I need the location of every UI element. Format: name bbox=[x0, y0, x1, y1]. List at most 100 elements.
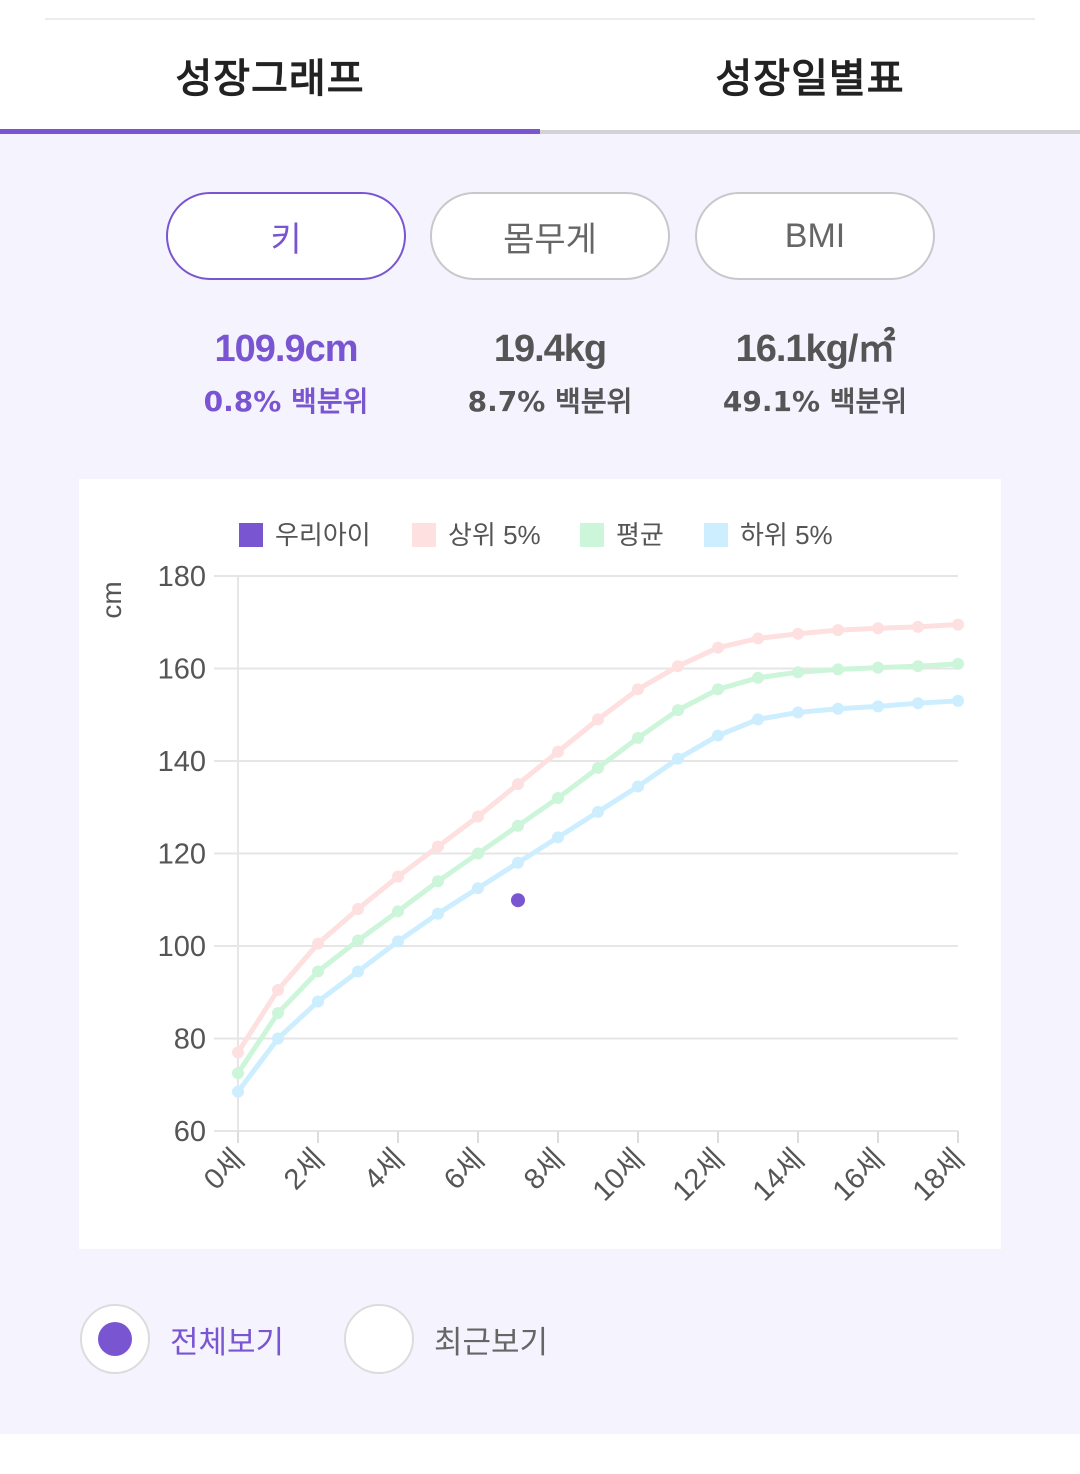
series-point bbox=[872, 622, 884, 635]
y-tick-label: 120 bbox=[158, 839, 206, 871]
series-point bbox=[952, 657, 964, 670]
series-point bbox=[792, 706, 804, 719]
series-point bbox=[232, 1067, 244, 1080]
series-point bbox=[352, 965, 364, 978]
radio-selected-dot bbox=[98, 1322, 132, 1356]
tab-growth-graph[interactable]: 성장그래프 bbox=[175, 56, 365, 102]
view-recent-radio-circle[interactable] bbox=[344, 1304, 414, 1374]
series-point bbox=[672, 704, 684, 717]
y-tick-label: 180 bbox=[158, 561, 206, 593]
series-point bbox=[272, 1007, 284, 1020]
x-tick-label: 16세 bbox=[827, 1143, 891, 1207]
x-tick-label: 12세 bbox=[667, 1143, 731, 1207]
x-tick-label: 4세 bbox=[358, 1143, 411, 1196]
series-point bbox=[832, 663, 844, 676]
series-point bbox=[832, 624, 844, 637]
view-recent-label: 최근보기 bbox=[434, 1324, 549, 1361]
tab-underline bbox=[0, 130, 1080, 134]
height-percentile: 0.8% 백분위 bbox=[203, 385, 369, 418]
y-tick-label: 80 bbox=[174, 1024, 206, 1056]
series-point bbox=[832, 702, 844, 715]
legend-swatch bbox=[704, 523, 728, 547]
weight-button[interactable]: 몸무게 bbox=[430, 192, 670, 280]
series-point bbox=[752, 713, 764, 726]
weight-percentile: 8.7% 백분위 bbox=[467, 385, 633, 418]
series-point bbox=[912, 620, 924, 633]
x-tick-label: 18세 bbox=[907, 1143, 971, 1207]
series-point bbox=[592, 761, 604, 774]
series-point bbox=[392, 905, 404, 918]
view-all-radio[interactable]: 전체보기 bbox=[80, 1304, 284, 1374]
tab-active-indicator bbox=[0, 129, 540, 135]
x-tick-label: 0세 bbox=[198, 1143, 251, 1196]
bottom-area bbox=[0, 1434, 1080, 1474]
series-point bbox=[432, 840, 444, 853]
series-point bbox=[312, 937, 324, 950]
series-point bbox=[392, 935, 404, 948]
series-point bbox=[472, 810, 484, 823]
view-recent-radio[interactable]: 최근보기 bbox=[344, 1304, 548, 1374]
x-tick-label: 6세 bbox=[438, 1143, 491, 1196]
series-point bbox=[552, 792, 564, 804]
y-tick-label: 140 bbox=[158, 746, 206, 778]
x-tick-label: 8세 bbox=[518, 1143, 571, 1196]
growth-content: 키 몸무게 BMI 109.9cm 0.8% 백분위 19.4kg 8.7% 백… bbox=[0, 134, 1080, 1434]
x-tick-label: 10세 bbox=[587, 1143, 651, 1207]
growth-chart: 60 80 100 120 140 160 180 cm 0세 2세 4세 6세 8세 10세 12세 14세… bbox=[96, 520, 971, 1208]
series-point bbox=[632, 731, 644, 744]
series-point bbox=[952, 694, 964, 707]
bmi-stat: 16.1kg/㎡ 49.1% 백분위 bbox=[665, 324, 965, 422]
height-button[interactable]: 키 bbox=[166, 192, 406, 280]
series-point bbox=[512, 819, 524, 832]
series-point bbox=[472, 882, 484, 895]
view-all-label: 전체보기 bbox=[170, 1324, 285, 1361]
series-point bbox=[952, 618, 964, 631]
series-point bbox=[592, 713, 604, 726]
legend-swatch bbox=[412, 523, 436, 547]
series-point bbox=[752, 632, 764, 645]
bmi-value: 16.1kg/㎡ bbox=[735, 328, 896, 370]
series-point bbox=[312, 995, 324, 1008]
series-point bbox=[712, 729, 724, 742]
series-point bbox=[392, 870, 404, 883]
series-point bbox=[672, 660, 684, 673]
series-point bbox=[472, 847, 484, 860]
series-point bbox=[552, 831, 564, 844]
tab-growth-daily-table[interactable]: 성장일별표 bbox=[715, 56, 905, 102]
x-tick-label: 14세 bbox=[747, 1143, 811, 1207]
series-point bbox=[792, 627, 804, 640]
growth-chart-card: 60 80 100 120 140 160 180 cm 0세 2세 4세 6세 8세 10세 12세 14세… bbox=[79, 479, 1001, 1249]
series-point bbox=[272, 983, 284, 996]
series-point bbox=[512, 778, 524, 791]
top-divider bbox=[45, 18, 1035, 20]
series-point bbox=[552, 745, 564, 758]
series-line bbox=[235, 622, 959, 1054]
series-point bbox=[432, 907, 444, 920]
bmi-button[interactable]: BMI bbox=[695, 192, 935, 280]
series-point bbox=[752, 671, 764, 684]
legend-label: 하위 5% bbox=[740, 520, 833, 550]
series-point bbox=[912, 660, 924, 673]
legend-swatch bbox=[580, 523, 604, 547]
weight-value: 19.4kg bbox=[493, 328, 607, 370]
y-tick-label: 100 bbox=[158, 931, 206, 963]
bmi-percentile: 49.1% 백분위 bbox=[722, 385, 908, 418]
y-tick-label: 160 bbox=[158, 654, 206, 686]
series-point bbox=[352, 903, 364, 915]
series-point bbox=[712, 683, 724, 696]
series-point bbox=[272, 1032, 284, 1045]
view-all-radio-circle[interactable] bbox=[80, 1304, 150, 1374]
series-point bbox=[912, 697, 924, 710]
series-point bbox=[232, 1046, 244, 1059]
legend-swatch bbox=[239, 523, 263, 547]
y-axis-label: cm bbox=[96, 581, 127, 618]
weight-stat: 19.4kg 8.7% 백분위 bbox=[400, 324, 700, 422]
series-line bbox=[236, 698, 959, 1094]
legend-label: 우리아이 bbox=[275, 520, 371, 550]
y-tick-label: 60 bbox=[174, 1116, 206, 1148]
series-point bbox=[792, 666, 804, 679]
series-point bbox=[872, 661, 884, 674]
legend-label: 평균 bbox=[616, 520, 664, 550]
series-point bbox=[712, 641, 724, 654]
height-stat: 109.9cm 0.8% 백분위 bbox=[136, 324, 436, 422]
